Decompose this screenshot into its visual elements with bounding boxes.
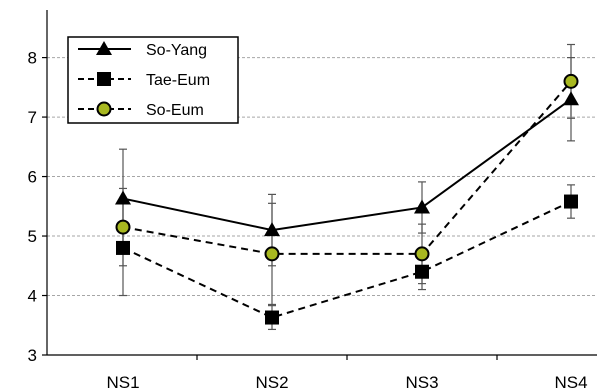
y-tick-label: 4 xyxy=(28,287,37,306)
y-tick-label: 6 xyxy=(28,168,37,187)
legend-marker xyxy=(96,41,112,55)
data-point xyxy=(264,246,280,262)
series-line xyxy=(122,98,572,232)
data-point xyxy=(414,199,430,214)
series-lines xyxy=(122,80,572,319)
data-point xyxy=(563,91,579,106)
legend-label: Tae-Eum xyxy=(146,72,210,89)
x-tick-label: NS1 xyxy=(106,373,139,391)
data-point xyxy=(265,310,279,325)
x-tick-label: NS2 xyxy=(255,373,288,391)
data-point xyxy=(115,190,131,205)
legend-box xyxy=(67,36,239,124)
x-tick-label: NS3 xyxy=(405,373,438,391)
series-line xyxy=(122,200,572,319)
legend-label: So-Eum xyxy=(146,102,204,119)
y-tick-label: 3 xyxy=(28,346,37,365)
data-point xyxy=(115,219,131,235)
x-tick-label: NS4 xyxy=(554,373,587,391)
y-ticks: 3 4 5 6 7 8 xyxy=(28,49,47,365)
data-point xyxy=(414,246,430,262)
data-point xyxy=(564,194,578,209)
legend-marker xyxy=(96,101,112,117)
data-point xyxy=(563,73,579,89)
series-markers xyxy=(115,73,579,325)
series-line xyxy=(122,80,572,255)
data-point xyxy=(116,240,130,255)
legend-label: So-Yang xyxy=(146,42,207,59)
legend: So-Yang Tae-Eum So-Eum xyxy=(67,36,239,124)
y-tick-label: 5 xyxy=(28,227,37,246)
data-point xyxy=(264,222,280,237)
axes xyxy=(46,10,597,356)
y-tick-label: 8 xyxy=(28,49,37,68)
x-ticks: NS1 NS2 NS3 NS4 xyxy=(106,355,588,391)
data-point xyxy=(415,264,429,279)
y-tick-label: 7 xyxy=(28,108,37,127)
legend-marker xyxy=(97,72,111,86)
